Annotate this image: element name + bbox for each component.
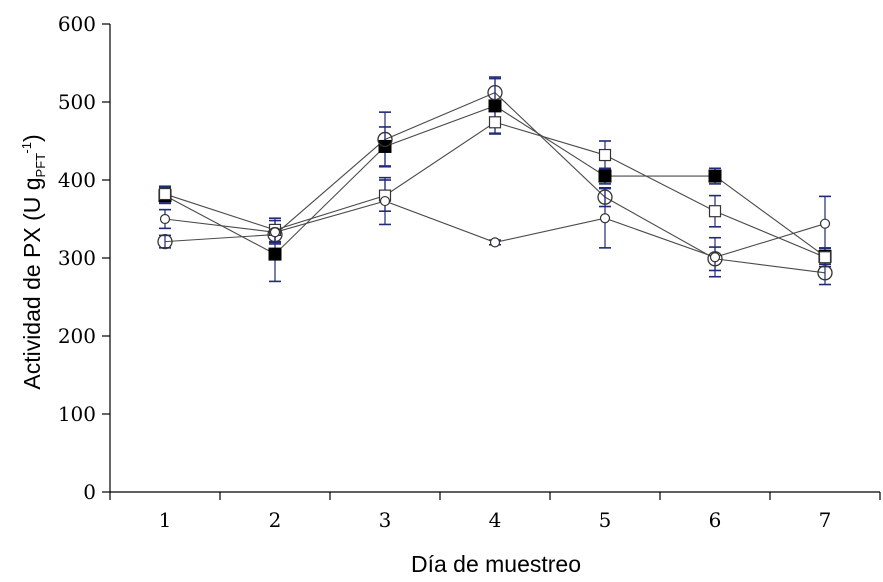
y-tick-label: 100 <box>58 402 96 426</box>
y-tick-label: 500 <box>58 90 96 114</box>
x-tick-label: 5 <box>599 508 612 532</box>
y-tick-label: 200 <box>58 324 96 348</box>
y-tick-label: 0 <box>83 480 96 504</box>
series-layer <box>157 76 833 286</box>
x-axis-title: Día de muestreo <box>411 551 581 577</box>
error-bar <box>379 111 391 168</box>
data-point-open-circle <box>377 131 393 148</box>
y-axis-title: Actividad de PX (U gPFT-1) <box>19 134 48 389</box>
data-point-small-circle <box>159 213 171 225</box>
data-point-filled-square <box>598 169 612 183</box>
data-point-open-square <box>818 251 832 264</box>
axes: 0 100 200 300 400 500 600 1 2 3 4 5 6 7 <box>58 12 881 532</box>
data-point-filled-square <box>708 169 722 183</box>
y-tick-label: 300 <box>58 246 96 270</box>
series-line-open-square <box>164 121 826 258</box>
y-axis-title-main: Actividad de PX (U g <box>19 177 45 389</box>
data-point-small-circle <box>269 227 281 238</box>
data-point-open-square <box>158 187 172 201</box>
x-tick-label: 2 <box>269 508 282 532</box>
y-tick-label: 600 <box>58 12 96 36</box>
data-point-open-circle <box>817 265 833 281</box>
data-point-open-square <box>598 148 612 162</box>
data-point-small-circle <box>599 213 611 224</box>
y-axis-title-sup: -1 <box>19 142 34 154</box>
x-tick-label: 1 <box>159 508 172 532</box>
data-point-open-circle <box>487 84 503 101</box>
data-point-open-circle <box>707 251 723 267</box>
y-tick-label: 400 <box>58 168 96 192</box>
data-point-open-circle <box>157 233 173 250</box>
x-tick-label: 6 <box>709 508 722 532</box>
data-point-small-circle <box>709 252 721 263</box>
data-point-small-circle <box>379 195 391 207</box>
data-point-open-square <box>488 116 502 129</box>
data-point-filled-square <box>488 99 502 113</box>
x-tick-label: 4 <box>489 508 502 532</box>
data-point-small-circle <box>489 237 501 248</box>
y-axis-title-sub: PFT <box>33 153 48 178</box>
data-point-open-circle <box>597 189 613 205</box>
y-axis-title-close: ) <box>19 134 45 142</box>
data-point-small-circle <box>819 218 831 229</box>
data-point-open-square <box>708 205 722 218</box>
data-point-filled-square <box>268 247 282 261</box>
x-tick-label: 7 <box>819 508 832 532</box>
x-tick-label: 3 <box>379 508 392 532</box>
